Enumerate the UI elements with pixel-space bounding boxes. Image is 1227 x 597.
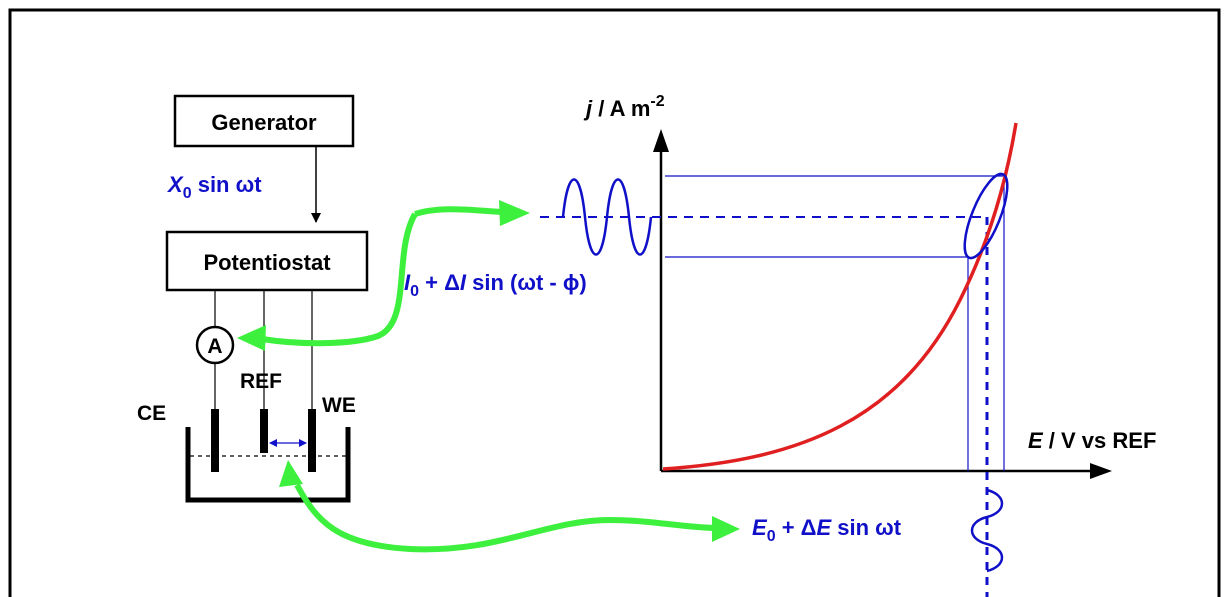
- potentiostat-label: Potentiostat: [203, 250, 331, 275]
- outer-frame: [8, 8, 1221, 597]
- current-signal-arrow: [237, 200, 530, 351]
- current-response-label: I0 + ΔI sin (ωt - ϕ): [404, 270, 587, 300]
- y-axis-arrowhead: [653, 129, 669, 152]
- ce-label: CE: [137, 402, 166, 425]
- we-label: WE: [322, 394, 356, 417]
- x-axis-arrowhead: [1090, 463, 1112, 479]
- generator-box: [173, 94, 355, 148]
- lissajous-ellipse: [963, 172, 1009, 260]
- reference-electrode: [260, 409, 268, 453]
- potential-perturbation-label: E0 + ΔE sin ωt: [752, 515, 902, 545]
- sine-wave-icon: [561, 178, 653, 256]
- potential-signal-arrow: [279, 460, 740, 553]
- y-axis-label: j / A m-2: [583, 93, 665, 121]
- ammeter-icon: A: [195, 325, 235, 365]
- counter-electrode: [211, 409, 219, 472]
- generator-label: Generator: [211, 110, 317, 135]
- svg-text:A: A: [207, 335, 222, 358]
- potentiostat-box: [165, 230, 369, 292]
- input-signal-label: X0 sin ωt: [166, 172, 262, 202]
- electrochemical-cell: [185, 427, 351, 503]
- ref-label: REF: [240, 370, 282, 393]
- polarization-curve: [662, 122, 1018, 471]
- x-axis-label: E / V vs REF: [1028, 428, 1156, 453]
- working-electrode: [308, 409, 316, 472]
- potential-sine-wave: [970, 488, 1004, 573]
